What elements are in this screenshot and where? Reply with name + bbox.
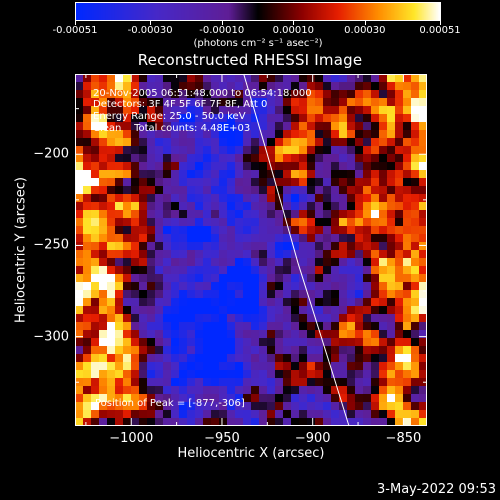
x-axis-label: Heliocentric X (arcsec) [177,446,325,461]
colorbar [75,2,441,21]
annotation-detectors: Detectors: 3F 4F 5F 6F 7F 8F, Att 0 [93,99,268,110]
colorbar-tick [440,21,441,25]
colorbar-tick [364,21,366,25]
x-tick-label: −950 [204,431,240,446]
annotation-time-range: 20-Nov-2005 06:51:48.000 to 06:54:18.000 [93,88,312,99]
colorbar-tick-label: 0.00010 [272,25,314,36]
x-tick-label: −900 [294,431,331,446]
plot-overlay [75,73,427,427]
colorbar-tick-label: -0.00010 [199,25,245,36]
colorbar-gradient [76,3,440,20]
colorbar-tick [293,21,295,25]
y-tick-label: −300 [33,329,69,345]
colorbar-units: (photons cm⁻² s⁻¹ asec⁻²) [193,38,323,49]
heatmap-image [75,74,427,426]
render-timestamp: 3-May-2022 09:53 [377,482,496,497]
annotation-clean-counts: Clean Total counts: 4.48E+03 [93,123,251,134]
annotation-energy-range: Energy Range: 25.0 - 50.0 keV [93,111,246,122]
colorbar-tick [221,21,223,25]
y-tick-label: −250 [33,237,69,253]
x-tick-label: −1000 [109,431,154,446]
chart-title: Reconstructed RHESSI Image [137,51,363,69]
solar-limb-line [243,73,350,427]
colorbar-tick-label: -0.00051 [52,25,98,36]
annotation-peak-position: Position of Peak = [-877,-306] [95,398,245,409]
colorbar-tick [150,21,152,25]
axis-ticks [75,74,427,426]
heatmap-plot [75,74,427,426]
y-axis-label: Heliocentric Y (arcsec) [13,177,29,323]
colorbar-tick-label: 0.00051 [419,25,461,36]
colorbar-tick-label: 0.00030 [344,25,386,36]
colorbar-tick [75,21,76,25]
colorbar-tick-label: -0.00030 [127,25,173,36]
x-tick-label: −850 [385,431,422,446]
y-tick-label: −200 [33,146,69,162]
